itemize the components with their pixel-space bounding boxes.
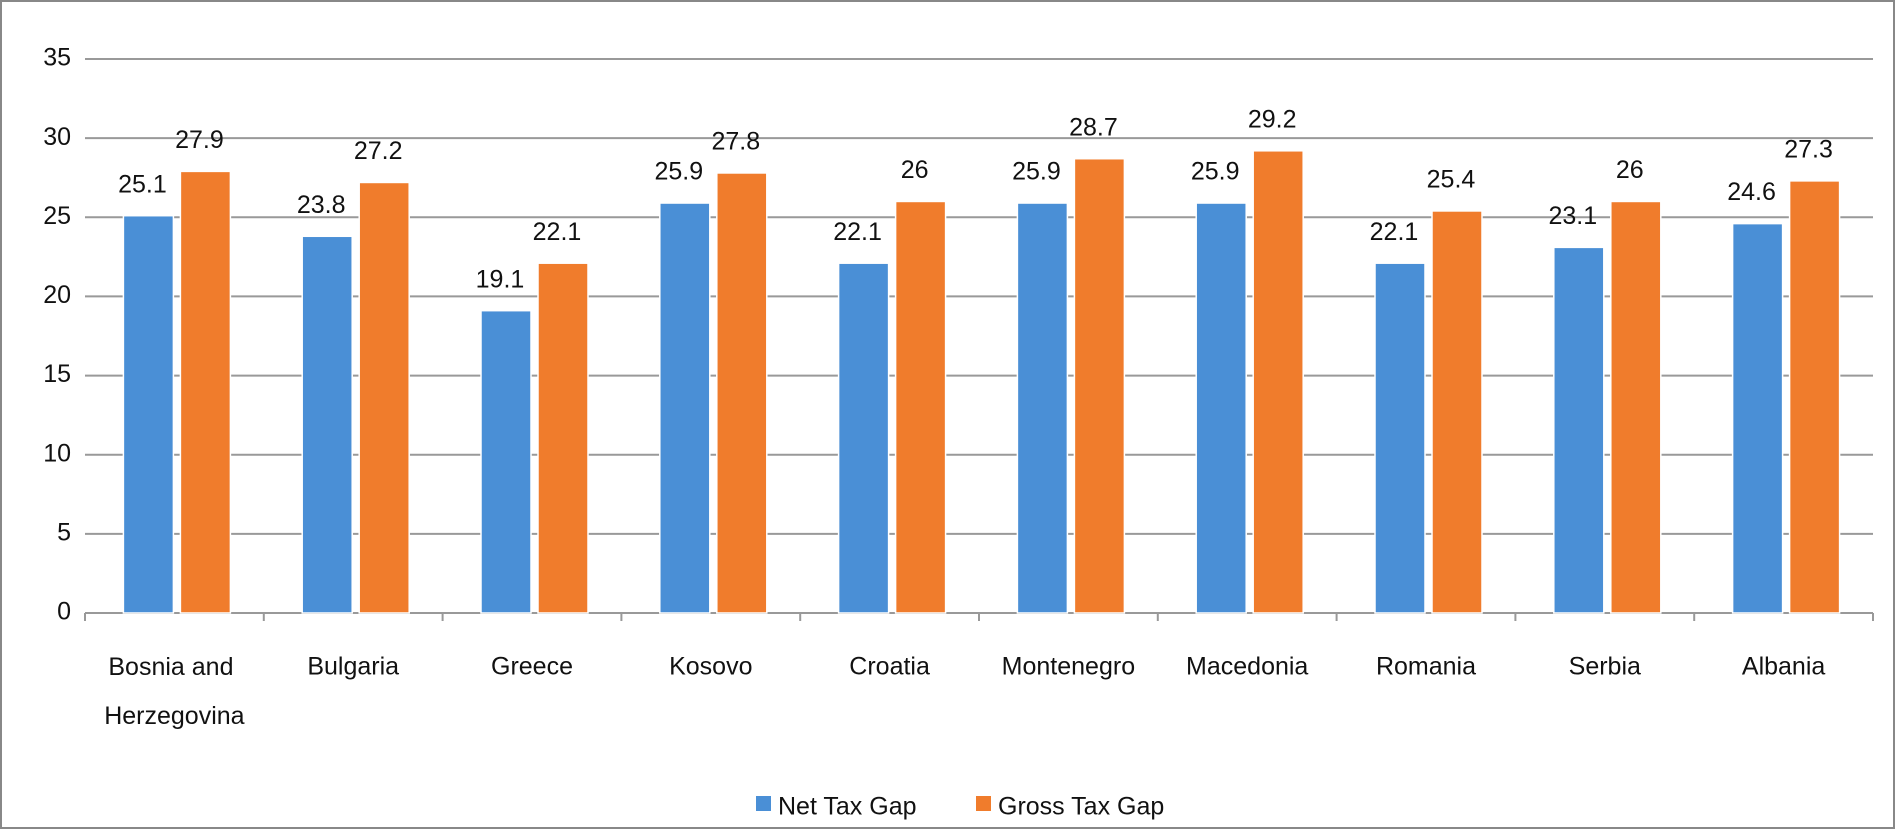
value-label: 25.1 [118,170,167,198]
bar [1252,150,1304,614]
value-label: 22.1 [833,218,882,246]
bar [179,170,232,614]
value-label: 23.1 [1548,202,1597,230]
y-tick-label: 10 [43,439,71,467]
value-label: 27.2 [354,137,403,165]
y-tick-label: 0 [57,598,71,626]
x-tick-label: Kosovo [669,653,752,681]
bar [1073,157,1126,614]
x-tick-label: Serbia [1569,653,1641,681]
bar [837,262,890,614]
bar [537,262,589,614]
bar [1731,222,1784,614]
value-label: 25.9 [1012,158,1061,186]
legend-label: Net Tax Gap [778,793,917,821]
value-label: 27.3 [1784,135,1833,163]
bar [301,235,353,614]
value-label: 26 [1616,156,1644,184]
y-tick-label: 5 [57,518,71,546]
value-label: 27.9 [175,126,224,154]
y-tick-label: 15 [43,360,71,388]
legend-swatch [756,796,771,811]
value-label: 25.9 [1191,158,1240,186]
bar [894,200,947,614]
x-tick-label: Macedonia [1186,653,1308,681]
y-tick-label: 25 [43,202,71,230]
value-label: 22.1 [1370,218,1419,246]
value-label: 24.6 [1727,178,1776,206]
value-label: 29.2 [1248,105,1297,133]
bar [1610,200,1662,614]
x-tick-label: Bosnia and Herzegovina [104,653,244,730]
bar [1788,180,1841,614]
y-tick-label: 20 [43,281,71,309]
y-tick-label: 35 [43,44,71,72]
legend-swatch [976,796,991,811]
bar [1374,262,1426,614]
bar [659,202,711,614]
value-label: 25.9 [654,158,703,186]
x-tick-label: Albania [1742,653,1825,681]
bar [358,181,410,614]
y-tick-label: 30 [43,123,71,151]
legend-label: Gross Tax Gap [998,793,1164,821]
value-label: 23.8 [297,191,346,219]
value-label: 22.1 [533,218,582,246]
value-label: 19.1 [476,265,525,293]
value-label: 26 [901,156,929,184]
bar [122,214,175,614]
x-tick-label: Croatia [849,653,930,681]
bar [1431,210,1483,614]
x-tick-label: Greece [491,653,573,681]
value-label: 27.8 [711,128,760,156]
x-tick-label: Montenegro [1002,653,1135,681]
bar [1195,202,1247,614]
value-label: 28.7 [1069,113,1118,141]
x-tick-label: Bulgaria [307,653,399,681]
bar [716,172,768,614]
value-label: 25.4 [1427,166,1476,194]
x-tick-label: Romania [1376,653,1476,681]
bar [480,309,532,614]
bar [1553,246,1605,614]
bar [1016,202,1069,614]
